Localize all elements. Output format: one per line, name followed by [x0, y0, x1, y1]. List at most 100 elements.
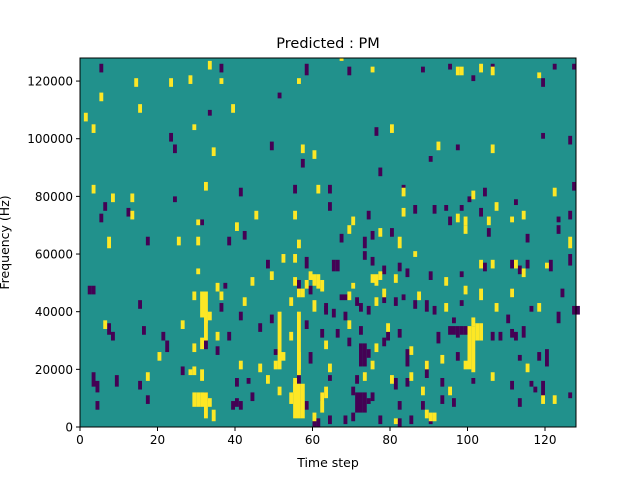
heatmap-cell-low: [304, 320, 309, 329]
heatmap-cell-high: [297, 288, 301, 298]
heatmap-cell-low: [576, 305, 580, 315]
y-tick-label: 40000: [35, 305, 73, 319]
heatmap-cell-low: [304, 256, 309, 269]
y-axis-label: Frequency (Hz): [0, 195, 12, 289]
heatmap-cell-low: [382, 337, 387, 347]
heatmap-cell-high: [448, 386, 453, 396]
heatmap-cell-low: [568, 210, 573, 220]
heatmap-cell-low: [432, 305, 437, 315]
heatmap-cell-low: [448, 63, 453, 70]
heatmap-cell-high: [444, 277, 449, 286]
heatmap-cell-high: [180, 320, 185, 329]
heatmap-cell-low: [138, 380, 143, 390]
heatmap-cell-high: [510, 288, 515, 298]
heatmap-cell-low: [366, 305, 371, 315]
heatmap-cell-low: [343, 294, 348, 301]
heatmap-cell-low: [517, 354, 522, 361]
heatmap-cell-low: [428, 271, 433, 280]
heatmap-cell-high: [188, 369, 193, 376]
heatmap-cell-low: [304, 63, 309, 76]
heatmap-cell-high: [281, 254, 286, 263]
heatmap-cell-low: [517, 398, 522, 407]
heatmap-cell-high: [490, 259, 495, 269]
heatmap-cell-high: [281, 352, 286, 361]
heatmap-cell-high: [269, 271, 274, 280]
heatmap-cell-low: [91, 372, 96, 387]
heatmap-cell-high: [479, 323, 484, 341]
heatmap-cell-high: [235, 222, 239, 231]
heatmap-cell-high: [552, 187, 557, 197]
heatmap-cell-high: [304, 279, 309, 289]
heatmap-cell-low: [401, 294, 406, 301]
heatmap-cell-low: [331, 259, 336, 272]
heatmap-cell-high: [421, 386, 425, 396]
heatmap-cell-low: [269, 314, 274, 324]
heatmap-cell-low: [459, 205, 464, 211]
heatmap-cell-high: [196, 236, 201, 246]
heatmap-cell-low: [91, 285, 96, 295]
heatmap-cell-low: [514, 199, 518, 206]
heatmap-cell-low: [308, 285, 313, 295]
heatmap-cell-low: [440, 395, 445, 404]
heatmap-cell-low: [455, 326, 460, 338]
heatmap-cell-low: [235, 377, 239, 387]
heatmap-cell-low: [347, 337, 352, 347]
heatmap-cell-low: [568, 392, 573, 399]
heatmap-cell-low: [378, 415, 383, 425]
heatmap-cell-low: [169, 132, 174, 142]
heatmap-cell-high: [130, 193, 135, 203]
heatmap-cell-low: [362, 251, 367, 260]
heatmap-cell-low: [204, 340, 208, 350]
heatmap-cell-high: [374, 274, 379, 286]
heatmap-cell-low: [397, 262, 402, 272]
heatmap-cell-high: [521, 268, 526, 278]
heatmap-cell-low: [351, 386, 356, 396]
heatmap-cell-high: [188, 75, 193, 84]
heatmap-cell-high: [211, 409, 216, 422]
heatmap-cell-high: [277, 311, 282, 370]
heatmap-cell-high: [200, 291, 205, 318]
heatmap-cell-high: [254, 210, 259, 220]
heatmap-cell-low: [250, 392, 255, 402]
heatmap-cell-low: [238, 401, 243, 410]
y-tick-label: 60000: [35, 248, 73, 262]
heatmap-cell-high: [207, 398, 212, 407]
heatmap-cell-high: [537, 72, 542, 79]
heatmap-cell-low: [529, 380, 534, 387]
heatmap-cell-low: [242, 230, 247, 240]
heatmap-cell-low: [246, 377, 251, 384]
heatmap-cell-high: [525, 363, 530, 373]
heatmap-cell-high: [316, 274, 321, 289]
heatmap-cell-high: [300, 383, 305, 419]
heatmap-cell-high: [316, 184, 321, 194]
heatmap-cell-high: [378, 228, 383, 237]
heatmap-cell-high: [192, 124, 197, 131]
heatmap-cell-low: [382, 265, 387, 275]
heatmap-cell-high: [204, 392, 208, 419]
heatmap-cell-low: [510, 380, 515, 390]
heatmap-cell-high: [200, 392, 205, 407]
heatmap-cell-high: [432, 412, 437, 422]
heatmap-cell-high: [521, 210, 526, 220]
heatmap-cell-low: [560, 288, 565, 298]
heatmap-cell-low: [424, 300, 429, 312]
heatmap-cell-low: [173, 144, 177, 154]
heatmap-cell-high: [250, 277, 255, 286]
heatmap-cell-high: [475, 323, 480, 341]
heatmap-cell-high: [494, 303, 499, 312]
heatmap-cell-high: [463, 216, 468, 226]
heatmap-cell-low: [452, 326, 456, 335]
heatmap-cell-low: [506, 314, 511, 324]
heatmap-cell-low: [521, 326, 526, 338]
heatmap-cell-low: [448, 326, 453, 335]
heatmap-cell-high: [545, 262, 549, 269]
heatmap-cell-low: [324, 303, 329, 312]
heatmap-cell-high: [196, 392, 201, 407]
heatmap-cell-high: [289, 297, 294, 306]
x-tick-label: 60: [305, 433, 320, 447]
heatmap-cell-high: [196, 268, 201, 275]
heatmap-cell-low: [556, 311, 561, 324]
heatmap-cell-low: [440, 377, 445, 387]
x-axis-label: Time step: [296, 455, 359, 470]
